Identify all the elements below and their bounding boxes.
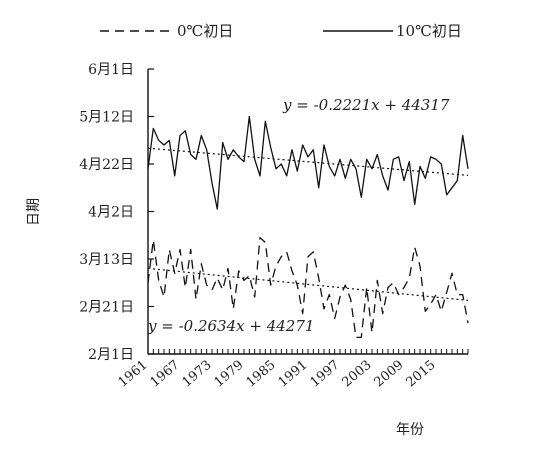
trendline-0c — [147, 267, 469, 301]
y-tick-label: 2月1日 — [88, 347, 134, 363]
x-tick-label: 2009 — [372, 358, 407, 391]
y-tick-label: 4月22日 — [79, 157, 134, 173]
series-line-0c — [147, 236, 469, 339]
x-axis-title: 年份 — [396, 422, 424, 438]
x-tick-label: 1967 — [148, 358, 183, 391]
trendline-10c — [147, 147, 469, 176]
series-line-10c — [147, 115, 469, 210]
x-tick-label: 1985 — [244, 358, 279, 391]
y-tick-label: 4月2日 — [88, 205, 134, 221]
x-tick-label: 1973 — [180, 358, 215, 391]
legend-label-10c: 10℃初日 — [396, 22, 462, 40]
x-tick-label: 1991 — [276, 358, 311, 391]
x-tick-label: 2003 — [340, 358, 375, 391]
trend-equation-10c: y = -0.2221x + 44317 — [282, 96, 450, 114]
y-axis-title: 日期 — [26, 198, 42, 226]
x-tick-label: 2015 — [404, 358, 439, 391]
y-tick-label: 2月21日 — [79, 300, 134, 316]
trend-equation-0c: y = -0.2634x + 44271 — [147, 317, 314, 335]
legend-label-0c: 0℃初日 — [177, 22, 233, 40]
y-tick-label: 3月13日 — [79, 252, 134, 268]
x-tick-label: 1979 — [212, 358, 247, 391]
y-tick-label: 5月12日 — [79, 110, 134, 126]
y-tick-label: 6月1日 — [88, 62, 134, 78]
x-tick-label: 1997 — [308, 358, 343, 391]
legend: 0℃初日 10℃初日 — [100, 22, 462, 40]
